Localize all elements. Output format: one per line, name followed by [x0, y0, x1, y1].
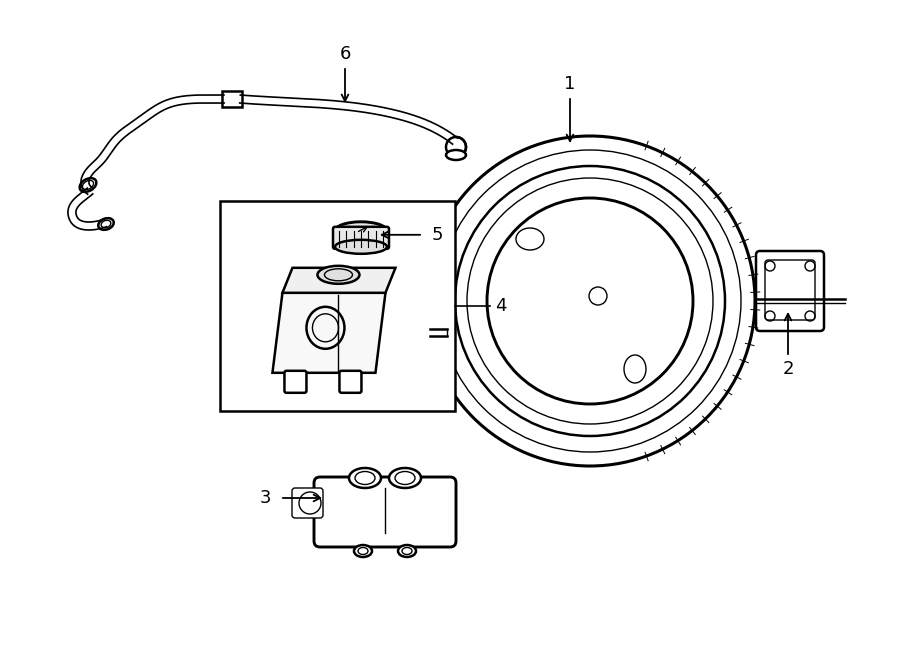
- Polygon shape: [273, 293, 385, 373]
- Ellipse shape: [335, 222, 387, 240]
- Text: 2: 2: [782, 360, 794, 378]
- Ellipse shape: [98, 218, 113, 230]
- Ellipse shape: [318, 266, 359, 284]
- Ellipse shape: [335, 240, 387, 254]
- Ellipse shape: [354, 545, 372, 557]
- Bar: [220, 201, 455, 411]
- Text: 3: 3: [259, 489, 271, 507]
- Text: 6: 6: [339, 45, 351, 63]
- Polygon shape: [283, 268, 395, 293]
- FancyBboxPatch shape: [765, 260, 815, 320]
- Ellipse shape: [349, 468, 381, 488]
- FancyBboxPatch shape: [284, 371, 306, 393]
- FancyBboxPatch shape: [292, 488, 323, 518]
- Text: 5: 5: [431, 226, 443, 244]
- FancyBboxPatch shape: [314, 477, 456, 547]
- FancyBboxPatch shape: [339, 371, 362, 393]
- Circle shape: [446, 137, 466, 157]
- Text: 1: 1: [564, 75, 576, 93]
- Text: 4: 4: [495, 297, 507, 315]
- Ellipse shape: [398, 545, 416, 557]
- Ellipse shape: [79, 178, 96, 192]
- Ellipse shape: [446, 150, 466, 160]
- FancyBboxPatch shape: [333, 227, 389, 249]
- FancyBboxPatch shape: [756, 251, 824, 331]
- Ellipse shape: [389, 468, 421, 488]
- Bar: [222, 91, 242, 107]
